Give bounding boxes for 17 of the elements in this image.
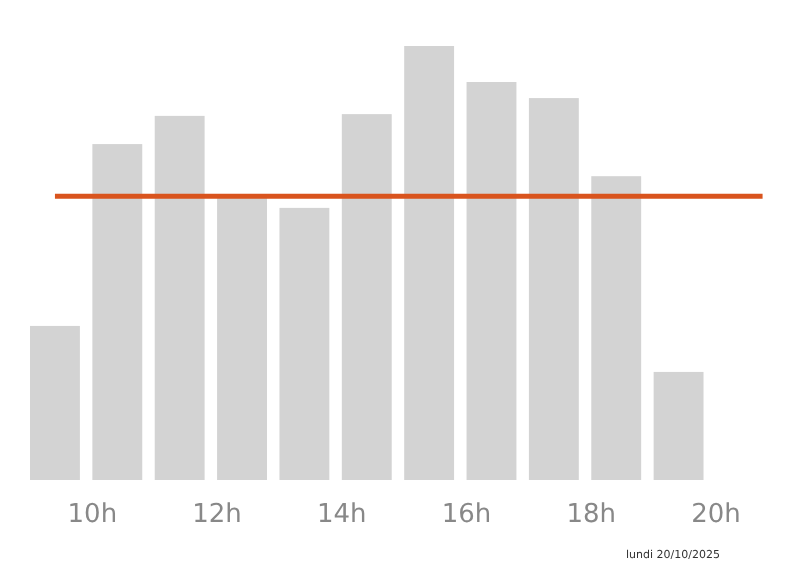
x-tick-label: 12h: [192, 500, 242, 530]
bar: [341, 114, 392, 480]
bar: [404, 46, 455, 480]
bar: [279, 207, 330, 480]
bar: [591, 176, 642, 480]
bar: [30, 325, 80, 480]
x-tick-label: 14h: [317, 500, 367, 530]
bar: [528, 98, 579, 480]
bar: [92, 144, 143, 480]
x-tick-label: 10h: [67, 500, 118, 530]
bar: [653, 371, 704, 480]
x-tick-label: 16h: [441, 500, 492, 530]
bar: [217, 196, 267, 480]
x-tick-label: 18h: [566, 500, 617, 530]
bar: [154, 115, 205, 480]
bar: [466, 82, 517, 480]
x-tick-label: 20h: [691, 500, 741, 530]
